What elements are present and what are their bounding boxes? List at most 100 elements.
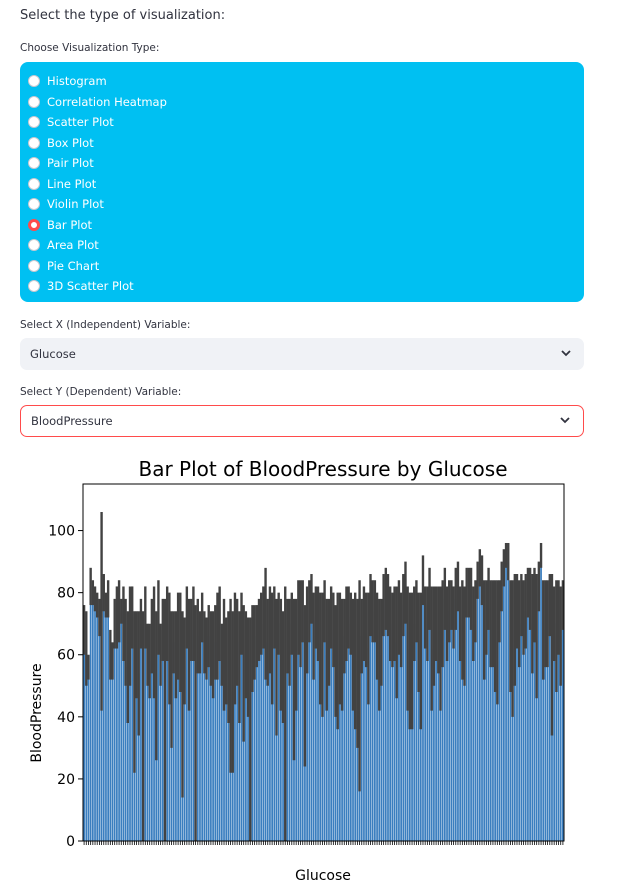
y-tick-label: 80 <box>57 586 75 602</box>
bar <box>492 623 494 841</box>
bar <box>500 586 503 841</box>
radio-option-label: Correlation Heatmap <box>47 94 167 109</box>
bar <box>319 648 322 841</box>
chart-title: Bar Plot of BloodPressure by Glucose <box>138 457 507 481</box>
bar <box>297 617 300 841</box>
bar <box>124 642 127 841</box>
bar <box>516 611 518 841</box>
bar <box>135 654 138 841</box>
bar <box>387 605 389 841</box>
bar <box>406 648 409 841</box>
bar <box>437 629 440 841</box>
bar <box>330 617 333 841</box>
bar <box>454 598 457 841</box>
radio-unselected-icon <box>28 75 40 87</box>
bar-chart: Bar Plot of BloodPressure by Glucose 0 20… <box>29 457 565 884</box>
radio-option-label: Violin Plot <box>47 197 104 211</box>
radio-unselected-icon <box>28 198 40 210</box>
bar <box>476 580 479 841</box>
bar <box>529 598 531 841</box>
bar <box>236 642 239 841</box>
x-variable-select[interactable]: Glucose <box>20 338 584 370</box>
bar <box>487 598 490 841</box>
bar <box>478 567 481 841</box>
bar <box>155 685 158 841</box>
bar <box>102 592 105 841</box>
bar <box>334 660 337 841</box>
bar <box>240 623 243 841</box>
bar <box>345 623 348 841</box>
radio-option-bar-plot[interactable]: Bar Plot <box>28 216 92 234</box>
bar <box>94 598 96 841</box>
radio-option-area-plot[interactable]: Area Plot <box>28 236 99 254</box>
bar <box>273 617 276 841</box>
bar <box>223 654 225 841</box>
bar <box>511 648 514 841</box>
radio-option-pie-chart[interactable]: Pie Chart <box>28 257 99 275</box>
bar <box>122 623 125 841</box>
bar <box>465 592 468 841</box>
radio-option-box-plot[interactable]: Box Plot <box>28 134 94 152</box>
radio-option-3d-scatter-plot[interactable]: 3D Scatter Plot <box>28 277 134 295</box>
bar <box>354 660 357 841</box>
radio-unselected-icon <box>28 157 40 169</box>
bar <box>380 642 383 841</box>
bar <box>129 636 131 841</box>
bar <box>439 648 442 841</box>
bar <box>168 648 171 841</box>
bar <box>365 629 368 841</box>
y-tick-label: 100 <box>48 524 75 540</box>
bar <box>299 623 302 841</box>
bar <box>107 598 110 841</box>
bar <box>474 611 477 841</box>
bar <box>325 654 328 841</box>
y-variable-select[interactable]: BloodPressure <box>20 405 584 437</box>
y-tick-label: 20 <box>57 772 75 788</box>
bar <box>503 567 505 841</box>
bar <box>489 623 492 841</box>
radio-option-correlation-heatmap[interactable]: Correlation Heatmap <box>28 93 167 111</box>
bar <box>374 611 376 841</box>
bar <box>419 660 422 841</box>
bar <box>245 654 247 841</box>
bar <box>242 673 245 841</box>
radio-unselected-icon <box>28 95 40 108</box>
bar <box>185 617 188 841</box>
viz-type-radio-group: Histogram Correlation Heatmap Scatter Plot… <box>20 62 584 302</box>
bar <box>371 611 374 841</box>
bar <box>314 617 317 841</box>
bar <box>238 667 241 841</box>
bar <box>317 623 319 841</box>
plot-frame <box>82 483 565 842</box>
bar <box>513 629 516 841</box>
bar <box>288 642 291 841</box>
bar <box>212 654 214 841</box>
bar <box>384 598 387 841</box>
radio-option-pair-plot[interactable]: Pair Plot <box>28 154 94 172</box>
bar <box>205 648 208 841</box>
bar <box>153 642 155 841</box>
radio-option-line-plot[interactable]: Line Plot <box>28 175 96 193</box>
bar <box>159 654 162 841</box>
radio-option-histogram[interactable]: Histogram <box>28 72 107 90</box>
radio-option-violin-plot[interactable]: Violin Plot <box>28 195 104 213</box>
radio-option-scatter-plot[interactable]: Scatter Plot <box>28 113 114 131</box>
bar <box>546 623 549 841</box>
radio-option-label: 3D Scatter Plot <box>47 279 134 293</box>
bar <box>393 623 396 841</box>
bar <box>347 617 350 841</box>
bar <box>301 611 304 841</box>
bar <box>269 629 271 841</box>
bar <box>413 623 416 841</box>
bar <box>496 642 499 841</box>
bar <box>199 642 201 841</box>
bar <box>210 648 212 841</box>
bar <box>264 623 267 841</box>
y-axis-label: BloodPressure <box>29 663 45 762</box>
bar <box>83 629 85 841</box>
bar <box>441 623 444 841</box>
bar <box>400 629 402 841</box>
radio-unselected-icon <box>28 136 40 149</box>
bar <box>321 654 324 841</box>
radio-unselected-icon <box>28 116 40 128</box>
